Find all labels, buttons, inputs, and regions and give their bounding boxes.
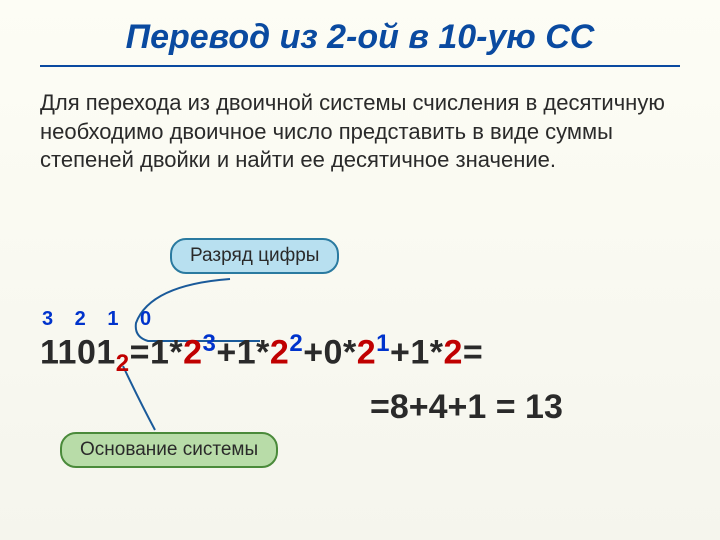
badge-system-base: Основание системы (60, 432, 278, 468)
formula-container: 11012=1*23+1*22+0*21+1*2= (40, 330, 700, 378)
description-text: Для перехода из двоичной системы счислен… (0, 83, 720, 175)
plus-1: +1* (216, 333, 270, 371)
base-1: 2 (183, 333, 202, 371)
exp-1: 3 (203, 330, 217, 357)
base-4: 2 (443, 333, 462, 371)
binary-number: 1101 (40, 333, 116, 371)
base-2: 2 (270, 333, 289, 371)
base-3: 2 (357, 333, 376, 371)
plus-3: +1* (390, 333, 444, 371)
subscript-base: 2 (116, 350, 130, 377)
conversion-formula: 11012=1*23+1*22+0*21+1*2= (40, 330, 700, 378)
position-indices: 3 2 1 0 (42, 308, 159, 331)
slide-title: Перевод из 2-ой в 10-ую СС (0, 0, 720, 65)
eq-part: =1* (130, 333, 184, 371)
badge-digit-position: Разряд цифры (170, 238, 339, 274)
exp-2: 2 (289, 330, 303, 357)
result-value: =8+4+1 = 13 (370, 388, 563, 427)
plus-2: +0* (303, 333, 357, 371)
title-underline (40, 65, 680, 67)
exp-3: 1 (376, 330, 390, 357)
formula-tail: = (463, 333, 483, 371)
